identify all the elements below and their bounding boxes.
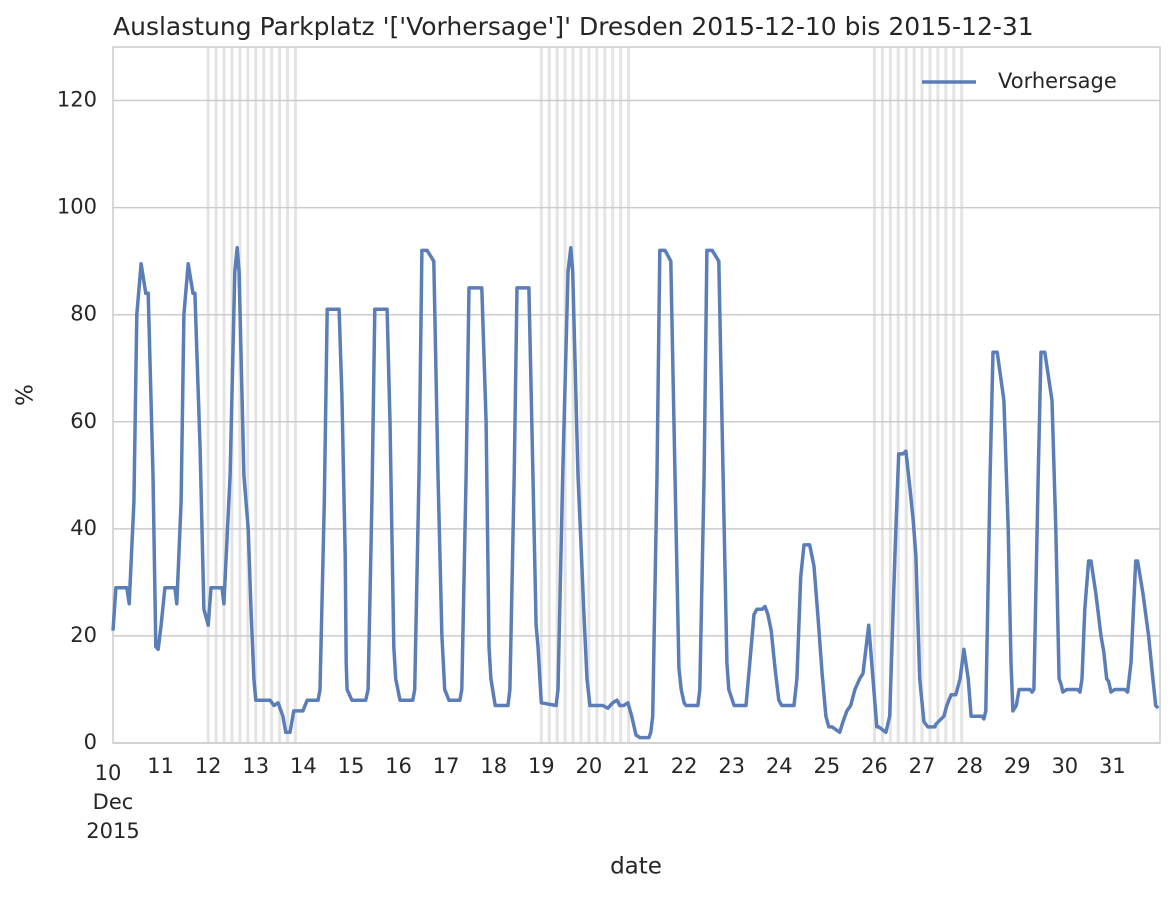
x-tick-label: 18 bbox=[480, 754, 507, 778]
x-tick-label: 16 bbox=[385, 754, 412, 778]
x-axis-label: date bbox=[610, 854, 662, 880]
x-tick-label: 15 bbox=[338, 754, 365, 778]
x-tick-label: 12 bbox=[195, 754, 222, 778]
x-tick-label: 25 bbox=[813, 754, 840, 778]
x-tick-label: 20 bbox=[576, 754, 603, 778]
x-tick-label: 28 bbox=[956, 754, 983, 778]
x-tick-label: 14 bbox=[290, 754, 317, 778]
y-tick-label: 60 bbox=[70, 409, 97, 433]
x-tick-label: 30 bbox=[1051, 754, 1078, 778]
y-tick-label: 120 bbox=[57, 88, 97, 112]
y-axis-label: % bbox=[13, 384, 39, 406]
x-tick-label-line: 2015 bbox=[86, 819, 139, 843]
x-tick-label: 10 Dec 2015 bbox=[86, 761, 139, 843]
plot-frame bbox=[112, 46, 1161, 744]
x-tick-label: 21 bbox=[623, 754, 650, 778]
legend-label: Vorhersage bbox=[998, 69, 1117, 93]
x-tick-label: 27 bbox=[909, 754, 936, 778]
shaded-span bbox=[872, 47, 964, 743]
x-tick-label: 24 bbox=[766, 754, 793, 778]
x-tick-label: 29 bbox=[1004, 754, 1031, 778]
x-tick-label: 23 bbox=[718, 754, 745, 778]
x-tick-label: 22 bbox=[671, 754, 698, 778]
x-tick-label: 26 bbox=[861, 754, 888, 778]
series-line bbox=[111, 246, 1160, 740]
x-tick-label: 31 bbox=[1099, 754, 1126, 778]
x-tick-label: 11 bbox=[147, 754, 174, 778]
x-tick-label-line: 10 bbox=[95, 761, 122, 785]
x-tick-label: 17 bbox=[433, 754, 460, 778]
shaded-span bbox=[206, 47, 297, 743]
x-tick-label-line: Dec bbox=[93, 790, 134, 814]
y-tick-label: 100 bbox=[57, 195, 97, 219]
chart-title: Auslastung Parkplatz '['Vorhersage']' Dr… bbox=[113, 12, 1034, 41]
y-tick-label: 0 bbox=[84, 730, 97, 754]
x-tick-label: 13 bbox=[242, 754, 269, 778]
x-tick-label: 19 bbox=[528, 754, 555, 778]
shaded-span bbox=[539, 47, 631, 743]
y-tick-label: 40 bbox=[70, 516, 97, 540]
y-tick-label: 80 bbox=[70, 302, 97, 326]
y-tick-label: 20 bbox=[70, 623, 97, 647]
